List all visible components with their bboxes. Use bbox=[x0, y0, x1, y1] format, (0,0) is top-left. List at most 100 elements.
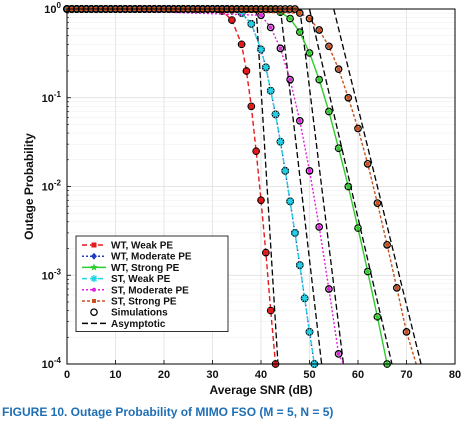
y-axis-label: Outage Probability bbox=[22, 133, 36, 240]
simulation-marker bbox=[266, 306, 275, 315]
simulation-marker bbox=[363, 159, 372, 168]
y-tick-exponent: 0 bbox=[57, 1, 62, 10]
simulation-marker bbox=[266, 23, 275, 32]
x-tick-label: 70 bbox=[400, 369, 412, 381]
data-point bbox=[296, 261, 304, 269]
x-tick-label: 0 bbox=[64, 369, 70, 381]
data-point bbox=[344, 182, 353, 190]
data-point bbox=[336, 67, 341, 72]
data-point bbox=[336, 351, 341, 356]
asymptote-line bbox=[333, 8, 422, 365]
data-point bbox=[278, 46, 283, 51]
y-tick-base: 10 bbox=[44, 4, 56, 16]
legend-label: ST, Strong PE bbox=[111, 297, 177, 308]
data-point bbox=[356, 126, 360, 131]
asymptote-line bbox=[299, 8, 345, 365]
data-point bbox=[301, 294, 309, 302]
data-point bbox=[268, 25, 273, 30]
simulation-marker bbox=[237, 40, 246, 49]
data-point bbox=[317, 27, 322, 32]
simulation-marker bbox=[295, 9, 304, 17]
data-point bbox=[259, 13, 263, 18]
data-point bbox=[263, 250, 269, 256]
legend-item: ST, Weak PE bbox=[82, 274, 171, 285]
data-point bbox=[363, 267, 372, 275]
legend-marker bbox=[92, 299, 96, 303]
x-axis-label: Average SNR (dB) bbox=[210, 383, 313, 397]
simulation-marker bbox=[325, 42, 333, 51]
data-point bbox=[291, 229, 299, 237]
y-tick-base: 10 bbox=[42, 182, 54, 194]
x-tick-label: 40 bbox=[255, 369, 267, 381]
data-point bbox=[257, 45, 265, 53]
data-point bbox=[229, 17, 235, 23]
simulation-marker bbox=[315, 26, 324, 34]
simulation-marker bbox=[276, 44, 285, 53]
simulation-marker bbox=[334, 350, 343, 358]
x-tick-label: 20 bbox=[158, 369, 170, 381]
data-point bbox=[373, 312, 382, 321]
data-point bbox=[375, 201, 380, 206]
y-tick-base: 10 bbox=[42, 93, 54, 105]
simulation-marker bbox=[315, 223, 324, 231]
simulation-marker bbox=[261, 248, 270, 257]
legend-item: Simulations bbox=[90, 308, 168, 319]
y-tick-exponent: -1 bbox=[54, 90, 62, 99]
x-tick-label: 60 bbox=[352, 369, 364, 381]
legend-marker bbox=[92, 287, 96, 292]
simulation-marker bbox=[334, 65, 343, 74]
legend-label: WT, Weak PE bbox=[111, 241, 173, 252]
legend-marker bbox=[91, 242, 97, 248]
legend-item: WT, Weak PE bbox=[82, 241, 173, 252]
data-point bbox=[239, 41, 245, 47]
data-point bbox=[288, 77, 293, 82]
data-point bbox=[315, 75, 323, 83]
y-tick-label: 10-4 bbox=[42, 356, 62, 371]
simulation-marker bbox=[373, 199, 382, 207]
data-point bbox=[354, 224, 362, 232]
data-point bbox=[307, 168, 312, 173]
data-point bbox=[243, 68, 249, 74]
simulation-marker bbox=[305, 167, 314, 175]
y-tick-label: 10-1 bbox=[42, 90, 62, 105]
data-point bbox=[281, 167, 289, 175]
data-point bbox=[296, 28, 304, 36]
legend-label: Simulations bbox=[111, 308, 168, 319]
data-point bbox=[394, 285, 399, 290]
data-point bbox=[268, 308, 274, 314]
data-point bbox=[258, 197, 264, 203]
legend-item: Asymptotic bbox=[82, 319, 166, 330]
legend-label: Asymptotic bbox=[111, 319, 166, 330]
legend-label: WT, Moderate PE bbox=[111, 252, 192, 263]
legend-marker bbox=[91, 252, 97, 260]
data-point bbox=[238, 9, 246, 17]
legend-label: ST, Weak PE bbox=[111, 274, 171, 285]
data-point bbox=[286, 197, 294, 205]
data-point bbox=[297, 11, 302, 16]
data-point bbox=[326, 44, 331, 49]
legend-marker bbox=[90, 263, 98, 271]
y-tick-exponent: -2 bbox=[54, 179, 62, 188]
simulation-marker bbox=[257, 196, 265, 205]
simulation-marker bbox=[228, 16, 236, 24]
data-point bbox=[385, 242, 390, 247]
data-point bbox=[272, 110, 280, 118]
legend-marker bbox=[90, 308, 98, 317]
data-point bbox=[306, 328, 313, 336]
data-point bbox=[297, 118, 302, 123]
x-tick-label: 10 bbox=[109, 369, 121, 381]
simulation-marker bbox=[325, 285, 333, 293]
data-point bbox=[365, 161, 370, 166]
simulation-marker bbox=[286, 75, 294, 84]
data-point bbox=[253, 148, 259, 154]
x-tick-label: 50 bbox=[303, 369, 315, 381]
y-tick-label: 10-2 bbox=[42, 179, 62, 194]
data-point bbox=[276, 138, 284, 146]
legend-item: WT, Moderate PE bbox=[82, 252, 192, 263]
simulation-marker bbox=[383, 241, 391, 249]
simulation-marker bbox=[295, 116, 304, 125]
data-point bbox=[334, 144, 343, 152]
